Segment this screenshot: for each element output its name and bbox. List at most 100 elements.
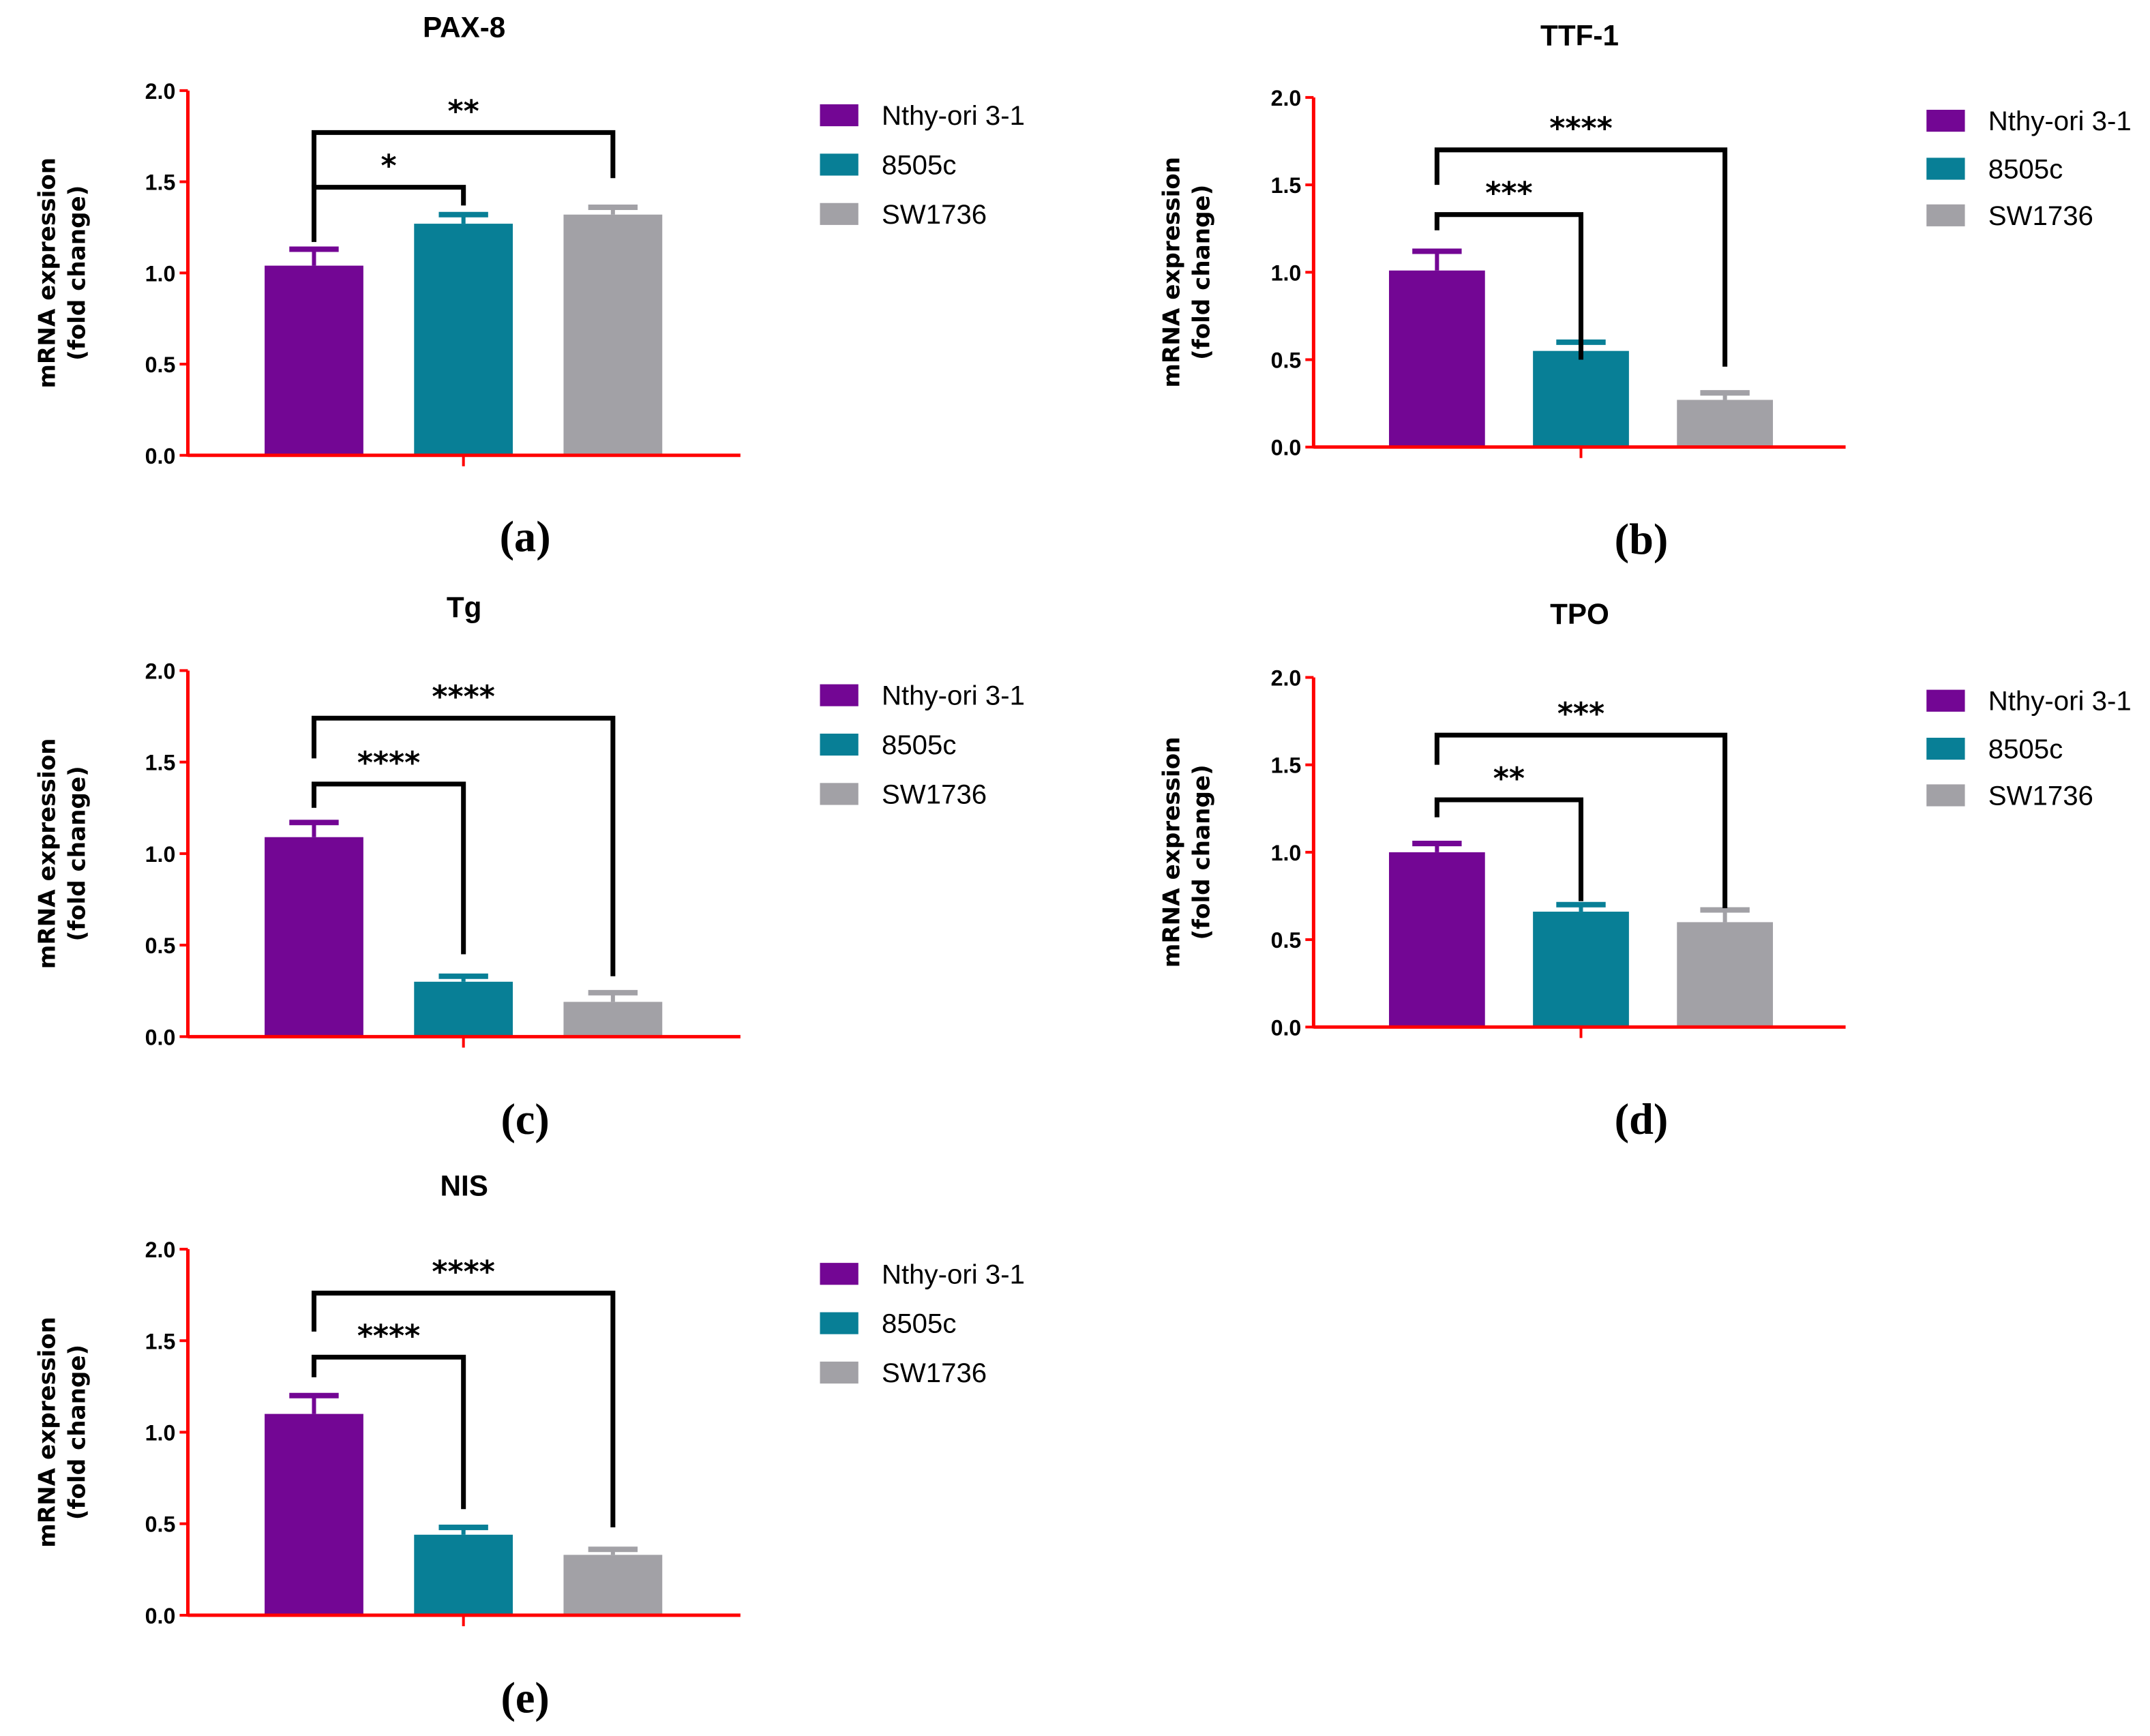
y-tick-label: 1.0 <box>145 842 176 867</box>
legend-label: Nthy-ori 3-1 <box>882 680 1025 711</box>
y-tick-label: 1.5 <box>145 751 176 775</box>
bar-8505c <box>414 981 513 1037</box>
y-tick-label: 2.0 <box>145 1238 176 1262</box>
legend-label: SW1736 <box>882 779 987 809</box>
legend-label: 8505c <box>1988 734 2063 764</box>
y-tick-label: 0.5 <box>145 353 176 377</box>
chart-panel-ttf-1: TTF-1 mRNA expression (fold change) 0.0 0.5 1… <box>1158 19 2131 563</box>
y-axis-label-line: mRNA expression <box>1158 157 1185 388</box>
y-axis-label-line: mRNA expression <box>33 1317 61 1548</box>
bar-8505c <box>1533 350 1629 447</box>
chart-panel-pax-8: PAX-8 mRNA expression (fold change) 0.0 0.5 1… <box>33 11 1025 560</box>
legend-swatch <box>1926 784 1965 807</box>
significance-bracket <box>311 715 616 976</box>
legend-label: Nthy-ori 3-1 <box>1988 106 2132 136</box>
chart-panel-tg: Tg mRNA expression (fold change) 0.0 0.5 1.0 1… <box>33 591 1025 1143</box>
significance-label: **** <box>357 746 421 781</box>
legend-swatch <box>820 153 858 176</box>
y-axis-label: mRNA expression (fold change) <box>1158 736 1215 968</box>
bar-sw1736 <box>563 1002 663 1037</box>
panel-label: (e) <box>501 1674 549 1722</box>
significance-bracket <box>311 1290 616 1528</box>
bar-8505c <box>414 224 513 455</box>
significance-bracket <box>1434 797 1584 901</box>
bar-sw1736 <box>563 214 663 455</box>
legend-label: 8505c <box>882 1308 957 1339</box>
y-tick-label: 2.0 <box>145 79 176 104</box>
significance-label: ** <box>1493 762 1525 796</box>
legend-swatch <box>1926 737 1965 760</box>
panel-label: (a) <box>500 512 551 560</box>
bar-sw1736 <box>1677 922 1774 1028</box>
y-axis-label-line: mRNA expression <box>33 738 61 970</box>
y-tick-label: 1.5 <box>1271 173 1302 198</box>
chart-title: TPO <box>1550 598 1609 630</box>
chart-title: PAX-8 <box>423 11 505 43</box>
y-axis-label-line: mRNA expression <box>33 158 61 389</box>
chart-title: Tg <box>447 591 482 623</box>
y-axis-label-line: (fold change) <box>64 1345 91 1520</box>
bar-nthy-ori-3-1 <box>1388 270 1485 447</box>
panel-label: (b) <box>1615 515 1669 564</box>
legend-swatch <box>820 203 858 225</box>
y-axis-label-line: (fold change) <box>1189 764 1216 940</box>
significance-bracket <box>311 1354 466 1510</box>
legend-label: Nthy-ori 3-1 <box>882 100 1025 131</box>
y-tick-label: 0.0 <box>145 1025 176 1049</box>
legend-label: SW1736 <box>882 1358 987 1388</box>
chart-panel-nis: NIS mRNA expression (fold change) 0.0 0.5 1.0… <box>33 1170 1025 1722</box>
y-tick-label: 0.5 <box>145 933 176 958</box>
bar-8505c <box>1533 912 1629 1028</box>
y-axis-label-line: (fold change) <box>1189 185 1216 360</box>
y-tick-label: 2.0 <box>1271 86 1302 110</box>
bar-nthy-ori-3-1 <box>265 265 363 455</box>
y-axis-label-line: mRNA expression <box>1158 736 1185 968</box>
y-tick-label: 0.0 <box>1271 1015 1302 1040</box>
y-tick-label: 1.0 <box>145 1421 176 1446</box>
legend-label: SW1736 <box>882 199 987 230</box>
legend-swatch <box>820 1263 858 1285</box>
legend-label: 8505c <box>1988 154 2063 185</box>
y-tick-label: 0.0 <box>145 1604 176 1628</box>
bar-nthy-ori-3-1 <box>265 1413 363 1615</box>
legend-swatch <box>820 1361 858 1384</box>
significance-label: * <box>381 149 397 184</box>
legend-label: Nthy-ori 3-1 <box>882 1259 1025 1289</box>
y-tick-label: 1.5 <box>145 1329 176 1353</box>
significance-label: **** <box>357 1319 421 1353</box>
bar-8505c <box>414 1534 513 1615</box>
legend-swatch <box>1926 110 1965 132</box>
legend-swatch <box>1926 689 1965 712</box>
chart-panel-tpo: TPO mRNA expression (fold change) 0.0 0.5 1.0… <box>1158 598 2131 1143</box>
y-axis-label-line: (fold change) <box>64 185 91 361</box>
significance-bracket <box>1434 732 1728 908</box>
panel-label: (c) <box>501 1095 549 1143</box>
y-tick-label: 1.5 <box>145 170 176 195</box>
significance-label: **** <box>432 680 495 715</box>
significance-bracket <box>311 130 616 188</box>
legend-swatch <box>820 783 858 805</box>
y-tick-label: 0.5 <box>1271 348 1302 373</box>
y-tick-label: 0.5 <box>145 1512 176 1537</box>
y-tick-label: 2.0 <box>1271 666 1302 691</box>
bar-sw1736 <box>1677 400 1774 447</box>
significance-label: **** <box>1549 112 1613 147</box>
significance-label: *** <box>1557 697 1604 732</box>
y-tick-label: 2.0 <box>145 659 176 684</box>
significance-bracket <box>1434 212 1584 360</box>
legend-swatch <box>820 1312 858 1334</box>
y-tick-label: 1.0 <box>1271 841 1302 865</box>
y-tick-label: 1.0 <box>145 261 176 286</box>
legend-swatch <box>820 733 858 756</box>
legend-swatch <box>820 684 858 706</box>
legend-swatch <box>820 104 858 127</box>
bar-nthy-ori-3-1 <box>1388 852 1485 1028</box>
legend-label: 8505c <box>882 730 957 760</box>
y-axis-label: mRNA expression (fold change) <box>33 1317 91 1548</box>
legend-label: Nthy-ori 3-1 <box>1988 686 2132 717</box>
legend-swatch <box>1926 204 1965 226</box>
legend-label: SW1736 <box>1988 781 2093 811</box>
y-tick-label: 0.0 <box>145 444 176 468</box>
bar-sw1736 <box>563 1555 663 1615</box>
significance-label: *** <box>1485 177 1532 211</box>
